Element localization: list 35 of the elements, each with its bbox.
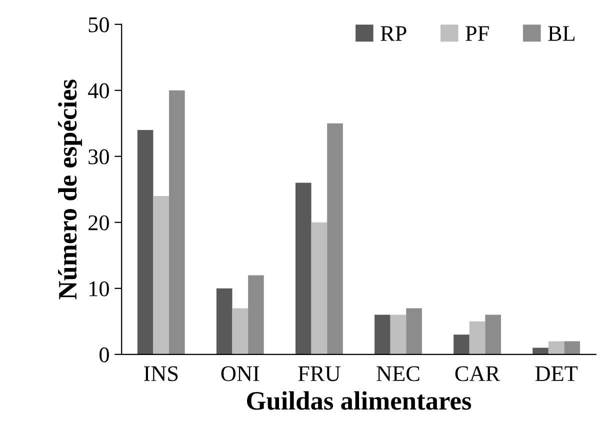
bar [295, 182, 312, 354]
bar [374, 314, 390, 354]
bar [327, 123, 343, 354]
y-tick-label: 30 [88, 149, 109, 164]
bar [454, 334, 470, 354]
bar [153, 196, 170, 354]
y-tick-label: 20 [88, 215, 109, 230]
bar [390, 314, 406, 354]
x-tick-label: INS [144, 366, 178, 382]
legend-label: RP [380, 26, 406, 41]
bar [137, 130, 154, 354]
x-tick-label: FRU [298, 366, 340, 382]
bar [169, 90, 185, 354]
y-tick-label: 40 [88, 83, 109, 98]
bar [564, 341, 580, 354]
x-tick-label: DET [535, 366, 578, 381]
bar [216, 288, 232, 354]
x-tick-label: NEC [376, 366, 420, 382]
bar [248, 275, 264, 354]
y-axis-title: Número de espécies [58, 80, 82, 300]
bar [532, 348, 548, 354]
bar [485, 314, 501, 354]
y-tick-label: 0 [100, 347, 109, 362]
bar [406, 308, 422, 354]
bar [548, 341, 564, 354]
legend-label: BL [548, 26, 575, 41]
bar [232, 308, 248, 354]
x-axis-title: Guildas alimentares [246, 391, 472, 410]
y-tick-label: 10 [90, 281, 109, 296]
y-tick-label: 50 [88, 17, 109, 32]
bar [311, 222, 328, 354]
legend-label: PF [466, 26, 489, 41]
x-tick-label: CAR [455, 366, 500, 382]
bar [469, 321, 486, 354]
x-tick-label: ONI [221, 366, 260, 382]
